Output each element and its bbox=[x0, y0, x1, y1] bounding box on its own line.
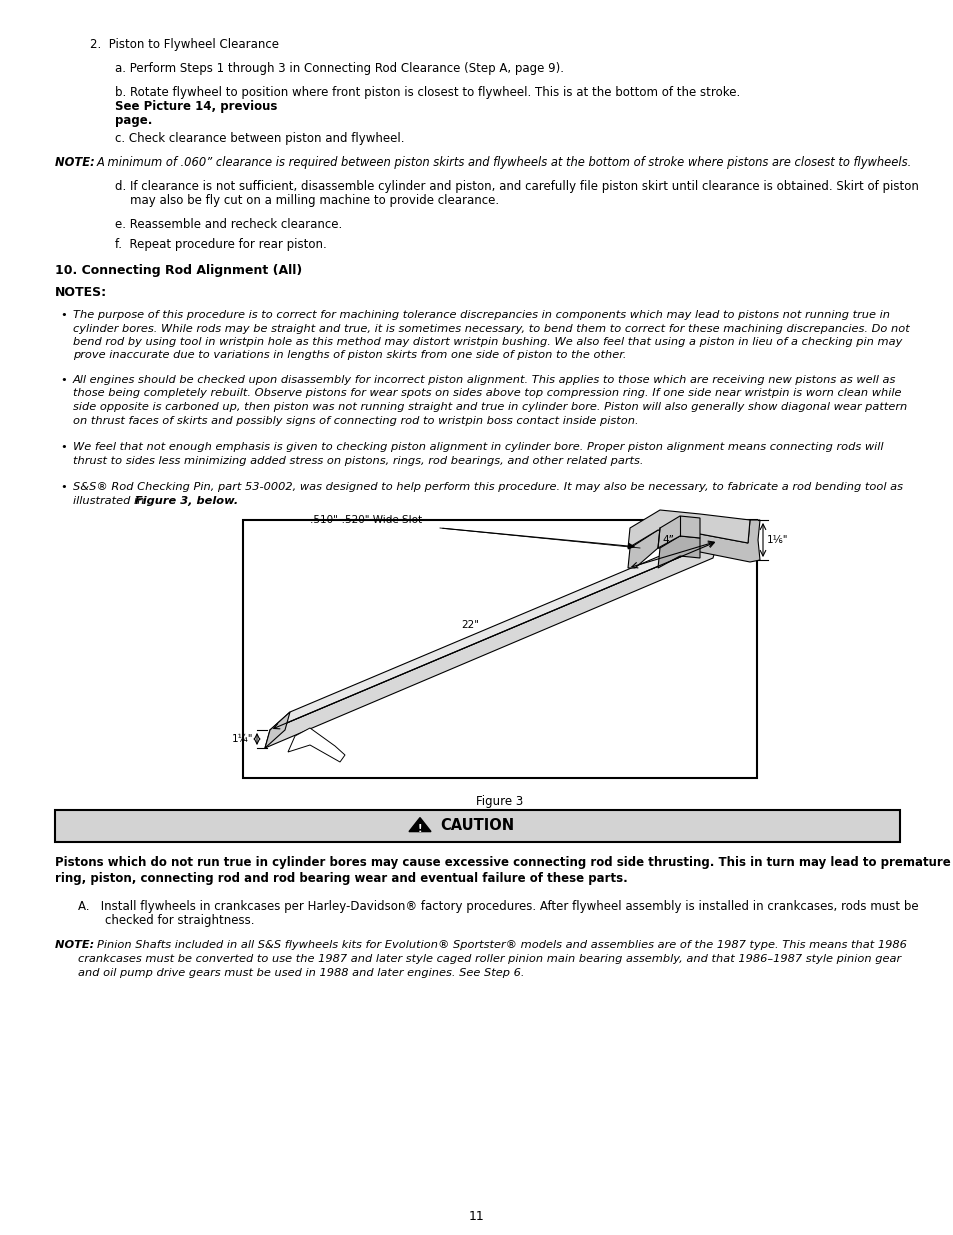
Text: crankcases must be converted to use the 1987 and later style caged roller pinion: crankcases must be converted to use the … bbox=[78, 953, 901, 965]
Text: may also be fly cut on a milling machine to provide clearance.: may also be fly cut on a milling machine… bbox=[130, 194, 498, 207]
Text: A.   Install flywheels in crankcases per Harley-Davidson® factory procedures. Af: A. Install flywheels in crankcases per H… bbox=[78, 900, 918, 913]
Text: f.  Repeat procedure for rear piston.: f. Repeat procedure for rear piston. bbox=[115, 238, 327, 251]
Text: illustrated in: illustrated in bbox=[73, 495, 148, 505]
Text: •: • bbox=[60, 375, 67, 385]
Text: Pinion Shafts included in all S&S flywheels kits for Evolution® Sportster® model: Pinion Shafts included in all S&S flywhe… bbox=[97, 940, 906, 950]
Text: 1⅙": 1⅙" bbox=[766, 535, 788, 545]
Text: a. Perform Steps 1 through 3 in Connecting Rod Clearance (Step A, page 9).: a. Perform Steps 1 through 3 in Connecti… bbox=[115, 62, 563, 75]
Text: 22": 22" bbox=[460, 620, 478, 630]
Text: page.: page. bbox=[115, 114, 152, 127]
Polygon shape bbox=[409, 818, 431, 831]
Polygon shape bbox=[658, 516, 700, 548]
Text: .510"-.520" Wide Slot: .510"-.520" Wide Slot bbox=[310, 515, 421, 525]
Text: 10. Connecting Rod Alignment (All): 10. Connecting Rod Alignment (All) bbox=[55, 264, 302, 277]
Text: cylinder bores. While rods may be straight and true, it is sometimes necessary, : cylinder bores. While rods may be straig… bbox=[73, 324, 909, 333]
Text: •: • bbox=[60, 482, 67, 492]
Polygon shape bbox=[265, 713, 290, 748]
Polygon shape bbox=[265, 541, 718, 748]
Text: bend rod by using tool in wristpin hole as this method may distort wristpin bush: bend rod by using tool in wristpin hole … bbox=[73, 337, 902, 347]
Text: A minimum of .060” clearance is required between piston skirts and flywheels at : A minimum of .060” clearance is required… bbox=[97, 156, 911, 169]
Text: 1¼": 1¼" bbox=[232, 734, 253, 743]
Text: Figure 3: Figure 3 bbox=[476, 795, 523, 808]
Text: Figure 3, below.: Figure 3, below. bbox=[135, 495, 238, 505]
Text: those being completely rebuilt. Observe pistons for wear spots on sides above to: those being completely rebuilt. Observe … bbox=[73, 389, 901, 399]
Text: •: • bbox=[60, 310, 67, 320]
Text: 2.  Piston to Flywheel Clearance: 2. Piston to Flywheel Clearance bbox=[90, 38, 278, 51]
Polygon shape bbox=[627, 510, 749, 548]
Text: CAUTION: CAUTION bbox=[439, 819, 514, 834]
Text: e. Reassemble and recheck clearance.: e. Reassemble and recheck clearance. bbox=[115, 219, 342, 231]
Text: NOTE:: NOTE: bbox=[55, 940, 98, 950]
Bar bbox=[55, 810, 899, 842]
Text: side opposite is carboned up, then piston was not running straight and true in c: side opposite is carboned up, then pisto… bbox=[73, 403, 906, 412]
Text: thrust to sides less minimizing added stress on pistons, rings, rod bearings, an: thrust to sides less minimizing added st… bbox=[73, 456, 643, 466]
Text: •: • bbox=[60, 442, 67, 452]
Text: and oil pump drive gears must be used in 1988 and later engines. See Step 6.: and oil pump drive gears must be used in… bbox=[78, 968, 524, 978]
Text: checked for straightness.: checked for straightness. bbox=[105, 914, 254, 927]
Text: b. Rotate flywheel to position where front piston is closest to flywheel. This i: b. Rotate flywheel to position where fro… bbox=[115, 86, 747, 99]
Text: All engines should be checked upon disassembly for incorrect piston alignment. T: All engines should be checked upon disas… bbox=[73, 375, 896, 385]
Text: !: ! bbox=[417, 824, 422, 834]
Bar bbox=[243, 520, 757, 778]
Polygon shape bbox=[627, 520, 760, 568]
Text: S&S® Rod Checking Pin, part 53-0002, was designed to help perform this procedure: S&S® Rod Checking Pin, part 53-0002, was… bbox=[73, 482, 902, 492]
Text: We feel that not enough emphasis is given to checking piston alignment in cylind: We feel that not enough emphasis is give… bbox=[73, 442, 882, 452]
Polygon shape bbox=[658, 536, 700, 568]
Text: prove inaccurate due to variations in lengths of piston skirts from one side of : prove inaccurate due to variations in le… bbox=[73, 351, 626, 361]
Polygon shape bbox=[270, 522, 738, 730]
Text: on thrust faces of skirts and possibly signs of connecting rod to wristpin boss : on thrust faces of skirts and possibly s… bbox=[73, 415, 638, 426]
Text: ring, piston, connecting rod and rod bearing wear and eventual failure of these : ring, piston, connecting rod and rod bea… bbox=[55, 872, 627, 885]
Text: NOTE:: NOTE: bbox=[55, 156, 99, 169]
Text: 11: 11 bbox=[469, 1210, 484, 1223]
Text: c. Check clearance between piston and flywheel.: c. Check clearance between piston and fl… bbox=[115, 132, 404, 144]
Text: d. If clearance is not sufficient, disassemble cylinder and piston, and carefull: d. If clearance is not sufficient, disas… bbox=[115, 180, 918, 193]
Text: 4”: 4” bbox=[661, 535, 673, 545]
Text: The purpose of this procedure is to correct for machining tolerance discrepancie: The purpose of this procedure is to corr… bbox=[73, 310, 889, 320]
Text: See Picture 14, previous: See Picture 14, previous bbox=[115, 100, 277, 112]
Text: Pistons which do not run true in cylinder bores may cause excessive connecting r: Pistons which do not run true in cylinde… bbox=[55, 856, 950, 869]
Polygon shape bbox=[288, 727, 345, 762]
Text: NOTES:: NOTES: bbox=[55, 287, 107, 299]
